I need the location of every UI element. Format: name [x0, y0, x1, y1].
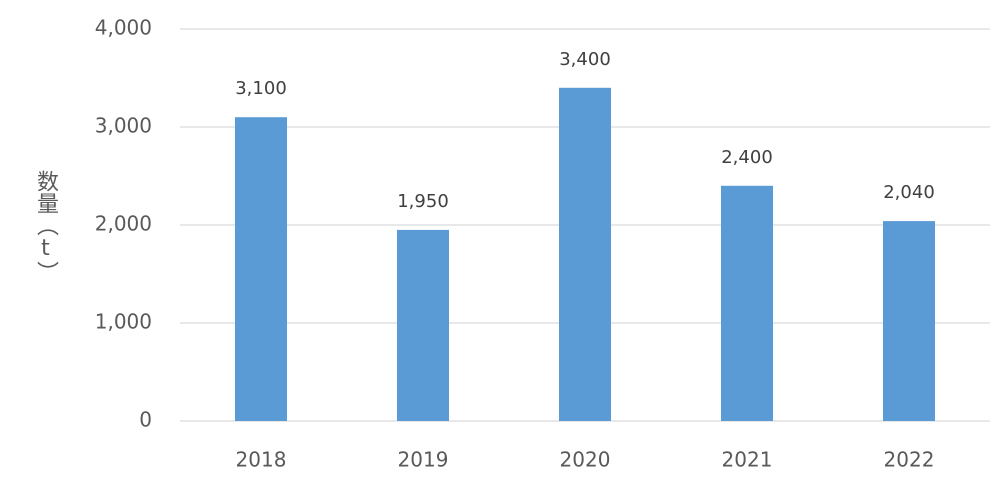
bar: [559, 87, 611, 422]
bar: [235, 117, 287, 421]
y-tick-label: 3,000: [95, 114, 152, 138]
value-label: 2,040: [883, 182, 935, 203]
y-axis-label: 数量（t）: [33, 170, 59, 283]
x-tick-label: 2018: [236, 448, 287, 472]
x-tick-label: 2020: [560, 448, 611, 472]
bar: [883, 221, 935, 421]
y-tick-label: 2,000: [95, 212, 152, 236]
bar: [397, 229, 449, 421]
value-label: 3,400: [559, 49, 611, 70]
value-label: 2,400: [721, 147, 773, 168]
y-tick-label: 0: [139, 408, 152, 432]
x-tick-label: 2022: [884, 448, 935, 472]
bar: [721, 185, 773, 421]
y-tick-label: 1,000: [95, 310, 152, 334]
y-tick-label: 4,000: [95, 16, 152, 40]
x-tick-label: 2021: [722, 448, 773, 472]
value-label: 3,100: [235, 78, 287, 99]
value-label: 1,950: [397, 191, 449, 212]
x-tick-label: 2019: [398, 448, 449, 472]
